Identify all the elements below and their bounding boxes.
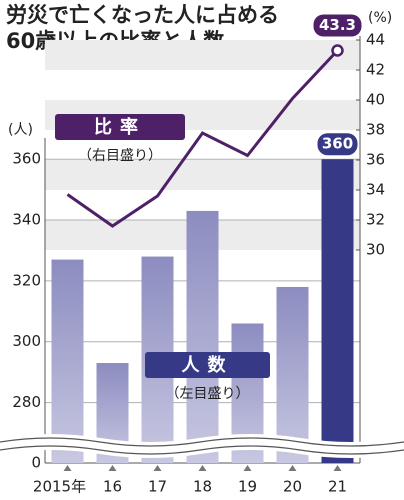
- background-stripe: [45, 40, 360, 70]
- y2-axis-unit: (%): [368, 10, 392, 26]
- x-tick-label: 20: [283, 478, 302, 496]
- y2-tick-label: 30: [366, 241, 385, 259]
- y-tick-label: 340: [12, 211, 41, 229]
- x-tick: [333, 465, 342, 471]
- x-tick-label: 19: [238, 478, 257, 496]
- line: [66, 49, 339, 228]
- y2-tick-label: 38: [366, 121, 385, 139]
- data-label-box: [313, 14, 362, 37]
- y2-tick-label: 32: [366, 211, 385, 229]
- background-stripe: [45, 160, 360, 190]
- legend-note: （右目盛り）: [78, 148, 162, 164]
- x-tick-label: 21: [328, 478, 347, 496]
- y2-tick-label: 44: [366, 31, 385, 49]
- legend-label: 人数: [182, 354, 234, 376]
- legend-box: [145, 352, 270, 378]
- bar: [186, 210, 219, 463]
- legend-box: [55, 114, 185, 140]
- data-label: 43.3: [319, 16, 356, 34]
- y-axis-unit: (人): [8, 122, 33, 138]
- legend-label: 比率: [94, 116, 146, 138]
- x-tick: [198, 465, 207, 471]
- x-tick: [108, 465, 117, 471]
- chart-title: 労災で亡くなった人に占める: [6, 3, 279, 27]
- x-tick-label: 16: [103, 478, 122, 496]
- data-label: 360: [322, 135, 353, 153]
- y-tick-label: 0: [31, 454, 41, 472]
- data-label-box: [317, 133, 358, 156]
- y2-tick-label: 36: [366, 151, 385, 169]
- y-tick-label: 300: [12, 332, 41, 350]
- legend-note: （左目盛り）: [166, 386, 250, 402]
- x-tick: [288, 465, 297, 471]
- bar: [51, 259, 84, 463]
- x-tick: [243, 465, 252, 471]
- y-tick-label: 360: [12, 150, 41, 168]
- y2-tick-label: 40: [366, 91, 385, 109]
- bar: [321, 159, 354, 464]
- line-marker: [331, 44, 344, 57]
- y-tick-label: 320: [12, 271, 41, 289]
- bar: [276, 286, 309, 463]
- y-tick-label: 280: [12, 393, 41, 411]
- x-tick: [63, 465, 72, 471]
- x-tick-label: 17: [148, 478, 167, 496]
- x-tick-label: 2015年: [33, 478, 86, 496]
- x-tick: [153, 465, 162, 471]
- x-tick-label: 18: [193, 478, 212, 496]
- axis-break: [0, 437, 404, 455]
- y2-tick-label: 42: [366, 61, 385, 79]
- y2-tick-label: 34: [366, 181, 385, 199]
